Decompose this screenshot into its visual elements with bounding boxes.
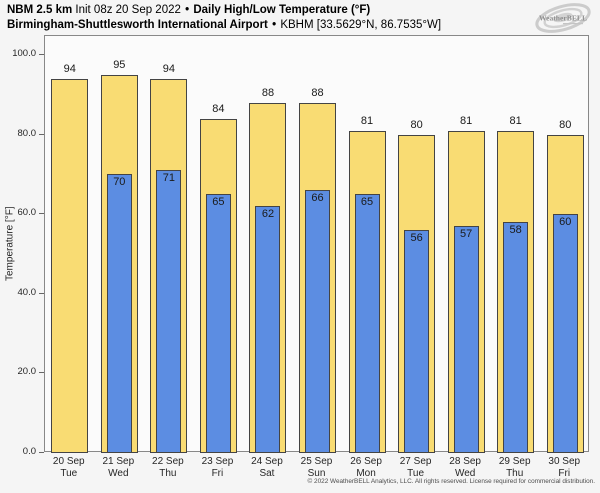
x-tick-date: 30 Sep [548, 456, 581, 467]
x-tick-label: 22 Sep Thu [143, 456, 193, 479]
y-tick-mark [39, 213, 44, 215]
high-temp-value: 80 [410, 118, 423, 131]
low-temp-bar [255, 206, 281, 453]
x-tick-day: Mon [356, 467, 376, 479]
low-temp-bar [552, 214, 578, 453]
title-line-1: NBM 2.5 km Init 08z 20 Sep 2022 • Daily … [7, 3, 441, 18]
logo-tagline-mark [563, 23, 583, 25]
x-tick-label: 25 Sep Sun [292, 456, 342, 479]
low-temp-value: 57 [460, 228, 473, 241]
x-tick-date: 23 Sep [201, 456, 234, 467]
low-temp-bar [106, 174, 132, 453]
title-init-time: Init 08z 20 Sep 2022 [75, 4, 181, 16]
high-temp-value: 95 [113, 58, 126, 71]
title-line-2: Birmingham-Shuttlesworth International A… [7, 18, 441, 33]
x-tick-label: 28 Sep Wed [440, 456, 490, 479]
low-temp-value: 70 [113, 176, 126, 189]
x-tick-label: 26 Sep Mon [341, 456, 391, 479]
x-tick-label: 27 Sep Tue [391, 456, 441, 479]
x-tick-day: Sun [307, 467, 326, 479]
y-tick-mark [39, 452, 44, 453]
title-product: Daily High/Low Temperature (°F) [193, 4, 371, 16]
y-tick-label: 60.0 [17, 207, 37, 219]
high-temp-value: 88 [311, 86, 324, 99]
y-tick-mark [39, 292, 44, 294]
weatherbell-logo-graphic: WeatherBELL [535, 3, 591, 33]
low-temp-value: 65 [360, 196, 374, 209]
x-tick-date: 20 Sep [52, 456, 85, 467]
weatherbell-swirl-logo: WeatherBELL [532, 2, 594, 35]
x-tick-label: 21 Sep Wed [94, 456, 144, 479]
high-temp-value: 94 [162, 62, 175, 75]
high-temp-value: 84 [212, 102, 225, 115]
high-temp-value: 81 [460, 114, 473, 127]
low-temp-value: 71 [162, 172, 175, 185]
high-temp-value: 81 [509, 114, 522, 127]
low-temp-bar [156, 170, 182, 453]
x-tick-day: Fri [558, 467, 571, 479]
x-axis-labels: 20 Sep Tue 21 Sep Wed 22 Sep Thu 23 Sep Fri 24 S… [44, 456, 589, 479]
title-model: NBM 2.5 km [7, 4, 73, 16]
x-tick-day: Wed [454, 467, 476, 479]
x-tick-date: 24 Sep [251, 456, 283, 467]
x-tick-label: 24 Sep Sat [242, 456, 292, 479]
low-temp-value: 60 [559, 216, 572, 229]
low-temp-bar [205, 194, 231, 453]
x-tick-date: 28 Sep [449, 456, 481, 467]
y-tick-mark [39, 372, 44, 374]
title-station-id: KBHM [33.5629°N, 86.7535°W] [280, 19, 442, 31]
x-tick-date: 21 Sep [102, 456, 135, 467]
title-station-name: Birmingham-Shuttlesworth International A… [7, 19, 268, 31]
y-tick-label: 100.0 [12, 48, 36, 60]
low-temp-value: 58 [509, 224, 522, 237]
chart-title: NBM 2.5 km Init 08z 20 Sep 2022 • Daily … [7, 3, 441, 33]
low-temp-value: 62 [261, 208, 275, 221]
y-tick-label: 40.0 [17, 286, 37, 298]
title-separator-2: • [272, 19, 277, 31]
plot-area: 94 95 70 94 71 84 65 88 62 88 66 81 65 80 56 81 57 81 58 80… [44, 35, 589, 453]
x-tick-label: 30 Sep Fri [539, 456, 589, 479]
x-tick-date: 27 Sep [399, 456, 432, 467]
x-tick-day: Fri [211, 467, 224, 479]
x-tick-day: Tue [407, 467, 425, 479]
x-tick-day: Tue [60, 467, 78, 479]
low-temp-value: 65 [212, 196, 225, 209]
y-tick-label: 20.0 [17, 366, 37, 378]
high-temp-value: 80 [559, 118, 572, 131]
y-axis-title: Temperature [°F] [4, 206, 16, 281]
x-tick-day: Thu [159, 467, 177, 479]
x-tick-date: 22 Sep [152, 456, 184, 467]
low-temp-bar [354, 194, 380, 453]
copyright-notice: © 2022 WeatherBELL Analytics, LLC. All r… [307, 478, 595, 485]
high-temp-bar [51, 78, 89, 453]
x-tick-day: Sat [259, 467, 275, 479]
y-tick-label: 80.0 [17, 127, 37, 139]
low-temp-bar [305, 190, 330, 453]
x-tick-label: 23 Sep Fri [193, 456, 243, 479]
low-temp-value: 56 [410, 232, 423, 245]
x-tick-label: 29 Sep Thu [490, 456, 540, 479]
title-separator: • [185, 4, 190, 16]
x-tick-label: 20 Sep Tue [44, 456, 94, 479]
x-tick-date: 25 Sep [300, 456, 333, 467]
high-temp-value: 88 [261, 86, 275, 99]
y-tick-label: 0.0 [22, 446, 36, 457]
x-tick-day: Thu [506, 467, 524, 479]
low-temp-bar [453, 226, 479, 453]
low-temp-bar [404, 230, 430, 453]
low-temp-bar [503, 222, 529, 453]
x-tick-date: 26 Sep [350, 456, 382, 467]
high-temp-value: 81 [360, 114, 374, 127]
logo-text: WeatherBELL [539, 14, 587, 23]
y-tick-mark [39, 54, 44, 56]
low-temp-value: 66 [311, 192, 324, 205]
high-temp-value: 94 [63, 62, 76, 75]
x-tick-day: Wed [108, 467, 129, 479]
x-tick-date: 29 Sep [498, 456, 531, 467]
y-tick-mark [39, 133, 44, 135]
